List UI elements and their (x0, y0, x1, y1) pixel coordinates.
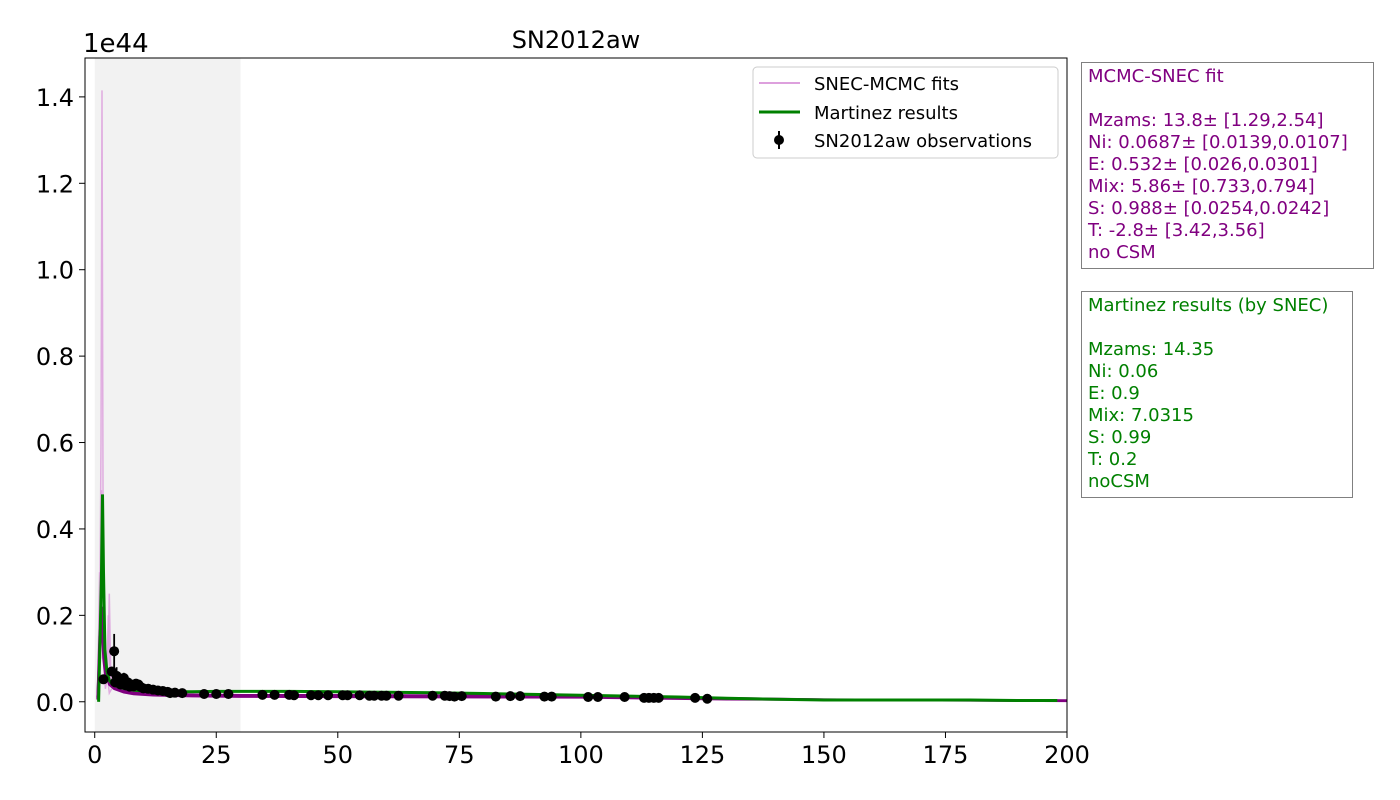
observation-point-35 (323, 690, 334, 701)
martinez-model-line (97, 494, 1058, 702)
martinez-t: T: 0.2 (1088, 449, 1138, 470)
observation-point-61 (690, 692, 701, 703)
x-tick-label-6: 150 (801, 741, 847, 769)
observations-layer (98, 633, 713, 704)
legend-label-mcmc-fits: SNEC-MCMC fits (814, 74, 959, 95)
x-tick-label-4: 100 (558, 741, 604, 769)
martinez-mix: Mix: 7.0315 (1088, 405, 1194, 426)
observation-point-25 (177, 688, 188, 699)
observation-point-53 (546, 691, 557, 702)
observation-point-32 (289, 690, 300, 701)
y-tick-label-6: 1.2 (36, 170, 74, 198)
observation-point-37 (342, 690, 353, 701)
observation-point-55 (592, 692, 603, 703)
y-axis: 0.0 0.2 0.4 0.6 0.8 1.0 1.2 1.4 (36, 84, 85, 717)
observation-point-52 (539, 691, 550, 702)
x-axis: 0 25 50 75 100 125 150 175 200 (87, 732, 1090, 769)
y-tick-label-3: 0.6 (36, 430, 74, 458)
observation-point-56 (619, 692, 630, 703)
mcmc-box-title: MCMC-SNEC fit (1088, 66, 1224, 87)
mcmc-box-spacer (1088, 88, 1367, 110)
martinez-ni: Ni: 0.06 (1088, 361, 1159, 382)
plot-frame (84, 57, 1068, 733)
x-tick-label-5: 125 (679, 741, 725, 769)
x-tick-label-3: 75 (444, 741, 475, 769)
mcmc-fit-curve-line-1 (96, 606, 1067, 703)
legend-label-observations: SN2012aw observations (814, 131, 1032, 152)
y-tick-label-7: 1.4 (36, 84, 74, 112)
legend-label-martinez: Martinez results (814, 103, 958, 124)
y-offset-label: 1e44 (83, 29, 149, 59)
y-tick-label-4: 0.8 (36, 343, 74, 371)
observation-point-26 (199, 688, 210, 699)
mcmc-t: T: -2.8± [3.42,3.56] (1088, 220, 1265, 241)
martinez-box-title: Martinez results (by SNEC) (1088, 295, 1329, 316)
x-tick-label-2: 50 (323, 741, 354, 769)
y-tick-label-1: 0.2 (36, 602, 74, 630)
observation-point-44 (427, 690, 438, 701)
martinez-box-spacer (1088, 317, 1346, 339)
mcmc-mix: Mix: 5.86± [0.733,0.794] (1088, 176, 1315, 197)
legend-frame (752, 66, 1059, 159)
y-tick-label-5: 1.0 (36, 257, 74, 285)
observation-point-47 (449, 691, 460, 702)
observation-point-33 (306, 690, 317, 701)
early-time-shaded-region (94, 58, 241, 732)
observation-point-42 (381, 690, 392, 701)
observation-point-30 (269, 689, 280, 700)
observation-point-50 (505, 691, 516, 702)
mcmc-snec-fit-box: MCMC-SNEC fit Mzams: 13.8± [1.29,2.54] N… (1081, 62, 1374, 269)
martinez-results-box: Martinez results (by SNEC) Mzams: 14.35 … (1081, 291, 1353, 498)
mcmc-fit-curve-line-0 (96, 615, 1067, 702)
observation-point-29 (257, 689, 268, 700)
mcmc-mzams: Mzams: 13.8± [1.29,2.54] (1088, 110, 1324, 131)
x-tick-label-7: 175 (923, 741, 969, 769)
observation-point-43 (393, 690, 404, 701)
legend: SNEC-MCMC fits Martinez results SN2012aw… (752, 66, 1059, 159)
mcmc-ni: Ni: 0.0687± [0.0139,0.0107] (1088, 132, 1348, 153)
fit-curves-layer (96, 90, 1067, 703)
observation-point-49 (490, 691, 501, 702)
martinez-csm: noCSM (1088, 471, 1150, 492)
observation-point-24 (169, 687, 180, 698)
observation-point-38 (354, 690, 365, 701)
observation-point-62 (702, 693, 713, 704)
x-tick-label-0: 0 (87, 741, 102, 769)
observation-point-27 (211, 688, 222, 699)
y-tick-label-0: 0.0 (36, 689, 74, 717)
martinez-s: S: 0.99 (1088, 427, 1152, 448)
mcmc-csm: no CSM (1088, 242, 1156, 263)
x-tick-label-1: 25 (201, 741, 232, 769)
observation-point-2 (109, 646, 120, 657)
martinez-energy: E: 0.9 (1088, 383, 1140, 404)
observation-point-28 (223, 688, 234, 699)
martinez-mzams: Mzams: 14.35 (1088, 339, 1215, 360)
observation-point-48 (456, 691, 467, 702)
y-tick-label-2: 0.4 (36, 516, 74, 544)
observation-point-51 (515, 691, 526, 702)
observation-point-0 (98, 674, 109, 685)
mcmc-energy: E: 0.532± [0.026,0.0301] (1088, 154, 1318, 175)
observation-point-60 (653, 692, 664, 703)
observation-point-34 (313, 690, 324, 701)
observation-point-54 (583, 692, 594, 703)
legend-swatch-observation-marker (774, 135, 784, 145)
mcmc-s: S: 0.988± [0.0254,0.0242] (1088, 198, 1330, 219)
chart-title: SN2012aw (512, 26, 641, 54)
observation-point-40 (369, 690, 380, 701)
x-tick-label-8: 200 (1044, 741, 1090, 769)
